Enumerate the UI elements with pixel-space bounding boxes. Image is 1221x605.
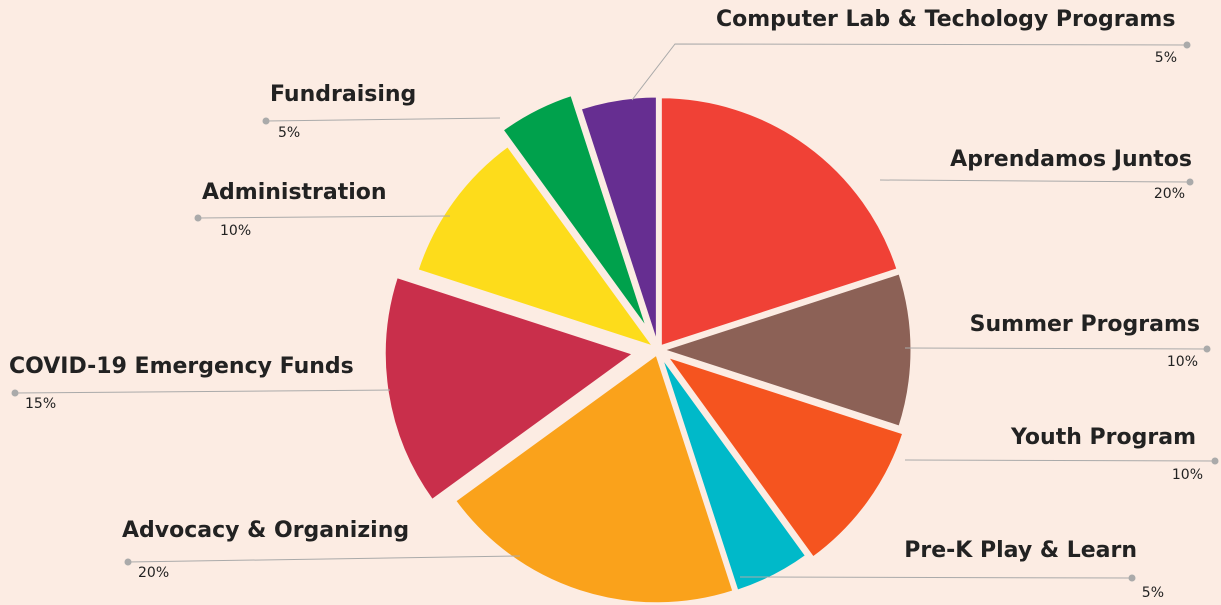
slice-label: Pre-K Play & Learn <box>904 538 1137 563</box>
slice-label: Fundraising <box>270 82 416 107</box>
slice-label: COVID-19 Emergency Funds <box>9 354 354 379</box>
slice-value-label: 5% <box>1142 585 1164 601</box>
leader-line <box>127 555 521 563</box>
slice-value-label: 20% <box>138 565 169 581</box>
slice-value-label: 10% <box>1172 467 1203 483</box>
leader-dot <box>262 117 270 125</box>
pie-slice <box>657 270 914 430</box>
slice-value-label: 10% <box>220 223 251 239</box>
pie-slice <box>658 95 901 349</box>
leader-line <box>631 43 1188 101</box>
slice-value-label: 10% <box>1167 354 1198 370</box>
leader-line <box>904 459 1216 462</box>
leader-line <box>739 576 1133 579</box>
slice-label: Youth Program <box>1010 425 1196 450</box>
leader-dot <box>194 214 202 222</box>
pie-slice <box>452 351 736 605</box>
leader-line <box>879 179 1191 183</box>
slice-label: Advocacy & Organizing <box>122 518 409 543</box>
leader-line <box>14 389 391 394</box>
pie-slice <box>415 143 659 351</box>
slice-label: Computer Lab & Techology Programs <box>716 7 1175 32</box>
leader-dot <box>1211 457 1219 465</box>
leader-line <box>265 117 501 122</box>
pie-slice <box>499 92 651 334</box>
pie-slice <box>658 352 809 594</box>
leader-line <box>904 347 1208 350</box>
leader-dot <box>1203 345 1211 353</box>
slice-value-label: 15% <box>25 396 56 412</box>
slice-label: Aprendamos Juntos <box>950 147 1192 172</box>
slice-value-label: 20% <box>1154 186 1185 202</box>
leader-dot <box>11 389 19 397</box>
slice-value-label: 5% <box>278 125 300 141</box>
pie-slice <box>578 94 659 347</box>
leader-dot <box>124 558 132 566</box>
pie-slice <box>382 274 638 503</box>
slice-value-label: 5% <box>1155 50 1177 66</box>
slice-label: Summer Programs <box>970 312 1200 337</box>
leader-dot <box>1128 574 1136 582</box>
pie-slice <box>662 353 906 561</box>
leader-line <box>197 215 451 219</box>
slice-label: Administration <box>202 180 387 205</box>
leader-dot <box>1183 41 1191 49</box>
leader-dot <box>1186 178 1194 186</box>
